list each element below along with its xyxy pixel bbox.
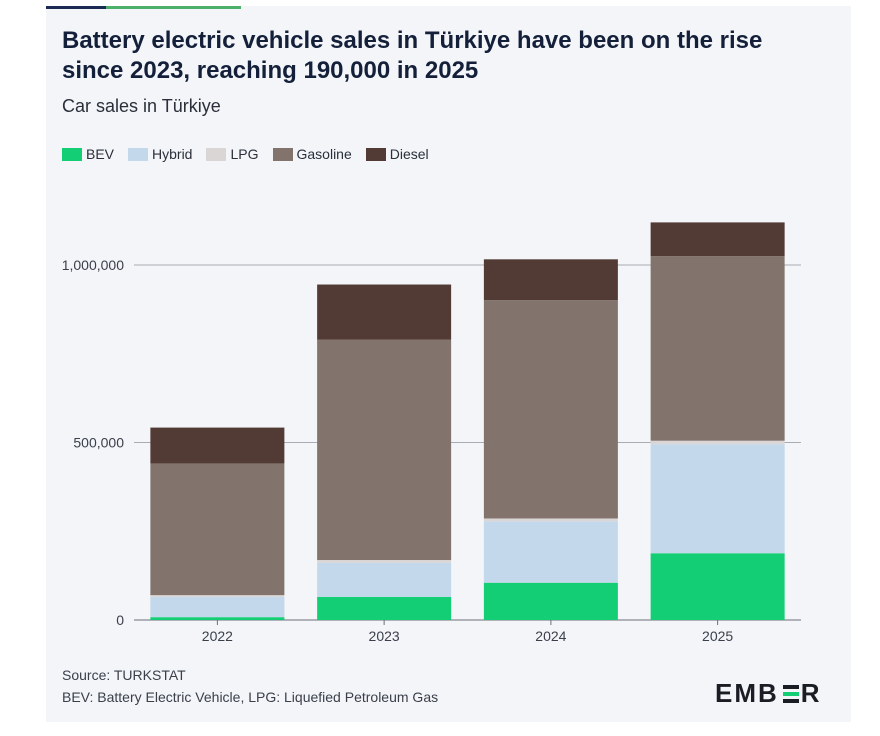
x-tick-label-2023: 2023 xyxy=(369,628,400,644)
bar-2025-hybrid xyxy=(650,444,785,554)
bar-2022-gasoline xyxy=(150,463,285,596)
x-tick-label-2025: 2025 xyxy=(702,628,733,644)
legend-item-hybrid: Hybrid xyxy=(128,146,192,162)
legend-swatch-bev xyxy=(62,147,82,161)
x-tick-label-2022: 2022 xyxy=(202,628,233,644)
abbreviation-note: BEV: Battery Electric Vehicle, LPG: Liqu… xyxy=(62,689,439,705)
bar-2022-diesel xyxy=(150,427,285,464)
bar-2024-gasoline xyxy=(483,300,618,519)
legend-item-bev: BEV xyxy=(62,146,114,162)
y-tick-label-0: 0 xyxy=(116,612,124,628)
legend-label-bev: BEV xyxy=(86,146,115,162)
bar-2023-diesel xyxy=(317,284,452,340)
chart-card: Battery electric vehicle sales in Türkiy… xyxy=(46,6,851,722)
bar-2023-lpg xyxy=(317,560,452,563)
legend-item-lpg: LPG xyxy=(206,146,259,162)
x-tick-label-2024: 2024 xyxy=(535,628,566,644)
y-tick-label-1000000: 1,000,000 xyxy=(62,257,124,273)
chart-title: Battery electric vehicle sales in Türkiy… xyxy=(62,27,763,84)
stacked-bar-chart: 0 500,000 1,000,000 2022 2023 2024 2025 xyxy=(62,222,801,644)
logo-text-right: R xyxy=(800,678,822,708)
chart-subtitle: Car sales in Türkiye xyxy=(62,96,221,116)
source-note: Source: TURKSTAT xyxy=(62,667,186,683)
legend-swatch-diesel xyxy=(365,147,386,161)
legend-label-lpg: LPG xyxy=(230,146,259,162)
bar-2024-hybrid xyxy=(483,521,618,583)
bar-2022-bev xyxy=(150,617,285,620)
legend-swatch-gasoline xyxy=(272,147,293,161)
logo-text-left: EMB xyxy=(715,678,779,708)
ember-logo: EMB R xyxy=(715,678,822,709)
bar-2025-lpg xyxy=(650,440,785,445)
bar-2022-lpg xyxy=(150,595,285,597)
legend-label-gasoline: Gasoline xyxy=(296,146,352,162)
bar-2023-gasoline xyxy=(317,339,452,561)
top-accent-bar xyxy=(46,6,241,9)
bar-2023-hybrid xyxy=(317,562,452,597)
legend-label-hybrid: Hybrid xyxy=(152,146,193,162)
top-accent-dark xyxy=(46,6,106,9)
legend-label-diesel: Diesel xyxy=(389,146,429,162)
legend-swatch-lpg xyxy=(206,147,227,161)
legend-swatch-hybrid xyxy=(128,147,149,161)
bar-2025-bev xyxy=(650,553,785,620)
logo-e-mark xyxy=(782,684,799,703)
legend-item-gasoline: Gasoline xyxy=(272,146,352,162)
legend: BEV Hybrid LPG Gasoline Diesel xyxy=(62,146,443,162)
bar-2025-diesel xyxy=(650,222,785,257)
legend-item-diesel: Diesel xyxy=(365,146,429,162)
bar-2025-gasoline xyxy=(650,256,785,441)
top-accent-green xyxy=(106,6,241,9)
bar-2024-lpg xyxy=(483,518,618,522)
bar-2024-bev xyxy=(483,582,618,620)
y-tick-label-500000: 500,000 xyxy=(73,435,124,451)
bar-2022-hybrid xyxy=(150,596,285,618)
bar-2023-bev xyxy=(317,596,452,620)
bar-2024-diesel xyxy=(483,259,618,301)
